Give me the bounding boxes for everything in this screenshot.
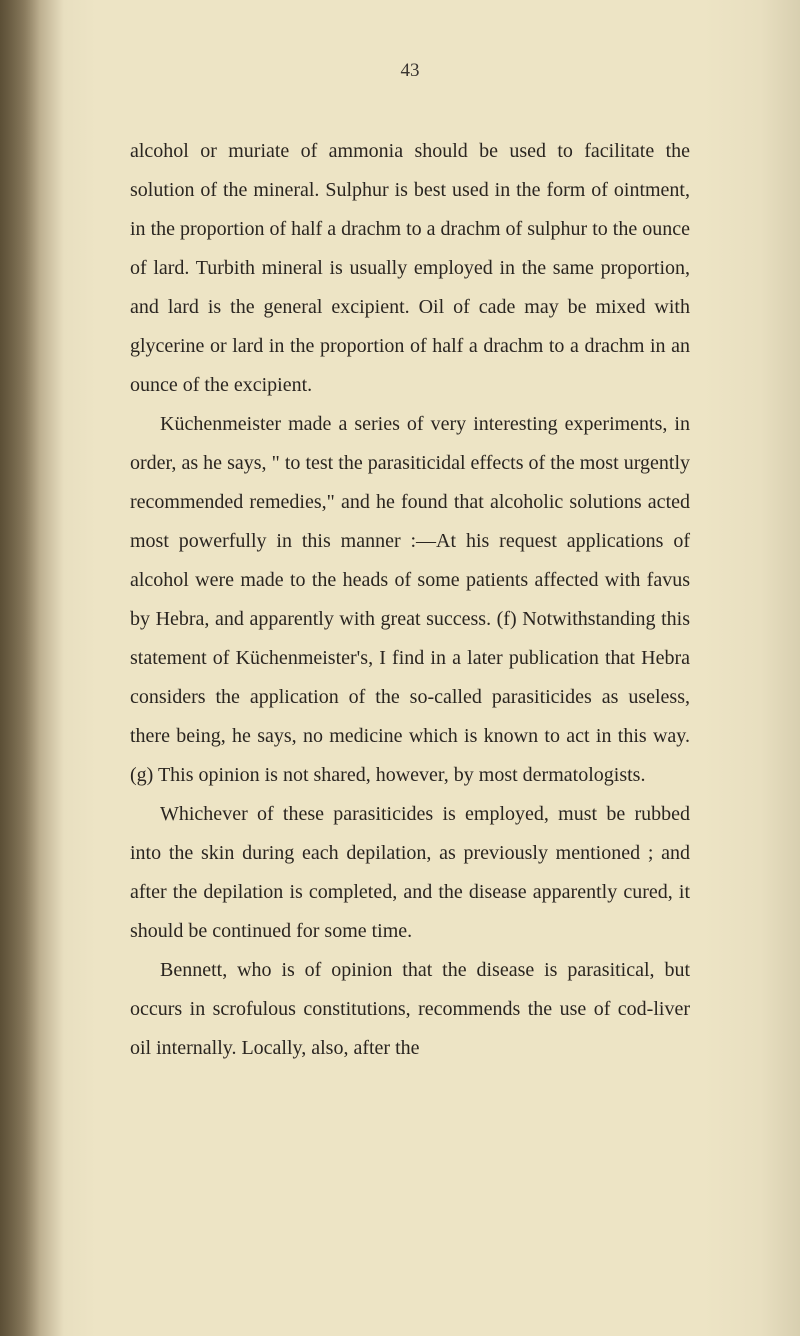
page-number: 43 (130, 60, 690, 82)
paragraph: Küchenmeister made a series of very inte… (130, 405, 690, 795)
paragraph: Bennett, who is of opinion that the dise… (130, 951, 690, 1068)
page-content: 43 alcohol or muriate of ammonia should … (0, 0, 800, 1128)
paragraph: Whichever of these parasiticides is empl… (130, 795, 690, 951)
paragraph: alcohol or muriate of ammonia should be … (130, 132, 690, 405)
body-text: alcohol or muriate of ammonia should be … (130, 132, 690, 1068)
